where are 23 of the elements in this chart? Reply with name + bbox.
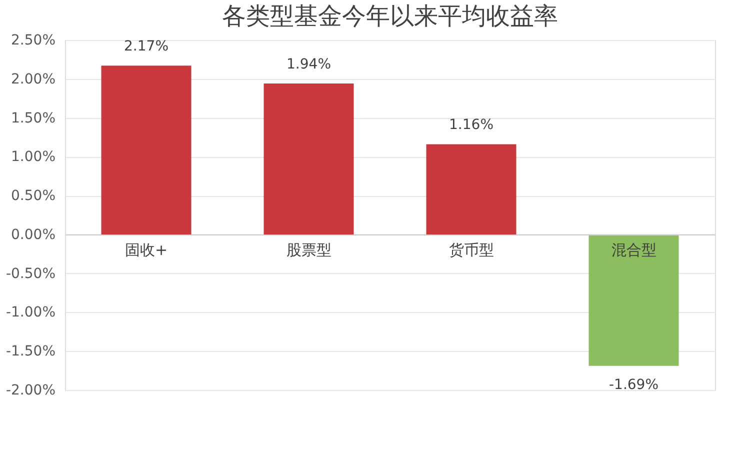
bar	[588, 234, 679, 366]
y-tick-label: -0.50%	[6, 266, 56, 282]
x-tick-label: 货币型	[448, 240, 494, 259]
y-tick-label: -1.50%	[6, 344, 56, 360]
y-tick-label: -1.00%	[6, 304, 56, 321]
x-tick-label: 股票型	[286, 240, 332, 259]
y-tick-label: -2.00%	[6, 382, 56, 398]
chart-title: 各类型基金今年以来平均收益率	[222, 2, 558, 30]
bar	[264, 84, 354, 234]
data-label: 1.94%	[286, 56, 331, 73]
y-tick-label: 2.50%	[11, 32, 56, 48]
y-tick-label: 0.00%	[11, 226, 56, 243]
data-label: 1.16%	[449, 117, 494, 134]
x-tick-label: 混合型	[611, 240, 656, 259]
x-tick-label: 固收+	[124, 240, 168, 259]
y-tick-label: 1.50%	[11, 110, 56, 126]
bar	[426, 144, 516, 234]
bar	[101, 66, 192, 234]
y-tick-label: 1.00%	[11, 149, 56, 166]
y-tick-label: 2.00%	[11, 71, 56, 88]
data-label: -1.69%	[608, 376, 659, 393]
data-label: 2.17%	[124, 38, 168, 55]
y-tick-label: 0.50%	[11, 188, 56, 204]
